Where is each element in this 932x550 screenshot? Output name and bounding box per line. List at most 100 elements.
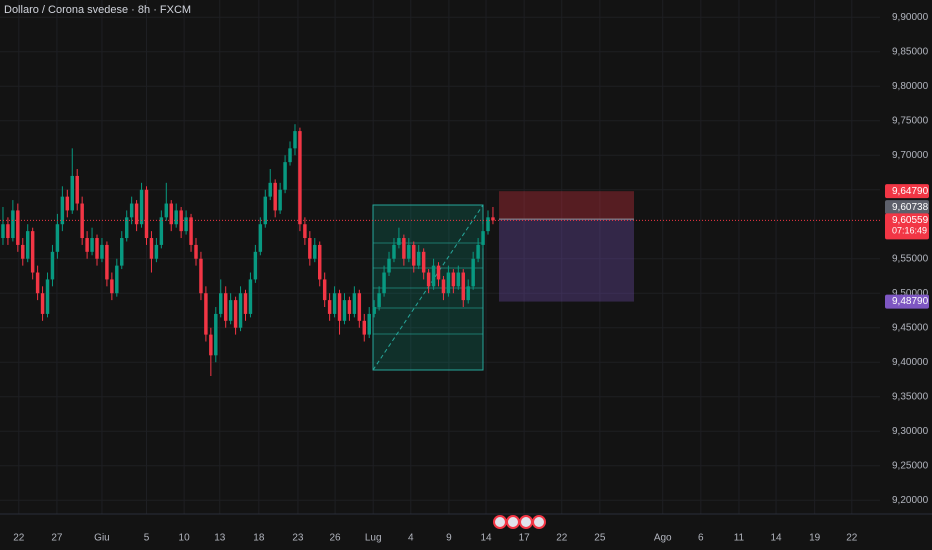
candle-body xyxy=(11,210,15,239)
x-tick-label: 14 xyxy=(480,533,492,544)
candle-body xyxy=(357,293,362,321)
candle-body xyxy=(233,300,238,328)
candle-body xyxy=(149,238,154,259)
candle-body xyxy=(293,131,297,149)
candle-body xyxy=(258,224,263,252)
axes: 9,900009,850009,800009,750009,700009,650… xyxy=(13,12,929,544)
y-tick-label: 9,20000 xyxy=(892,495,929,506)
y-tick-label: 9,75000 xyxy=(892,115,929,126)
candle-body xyxy=(209,334,213,356)
x-tick-label: 14 xyxy=(771,533,783,544)
y-tick-label: 9,25000 xyxy=(892,460,929,471)
y-tick-label: 9,85000 xyxy=(892,46,929,57)
x-tick-label: Ago xyxy=(654,533,672,544)
lower-price-label-bg xyxy=(885,294,929,309)
candle-body xyxy=(392,244,396,259)
candle-body xyxy=(337,293,342,321)
candle-body xyxy=(288,148,292,163)
candle-body xyxy=(253,251,258,280)
candle-body xyxy=(159,217,164,245)
candle-body xyxy=(332,293,337,314)
candle-body xyxy=(80,203,84,239)
candle-body xyxy=(481,231,485,245)
upper-price-label: 9,64790 xyxy=(892,186,929,197)
countdown: 07:16:49 xyxy=(892,226,927,236)
candle-body xyxy=(308,238,312,259)
candle-body xyxy=(471,258,475,287)
candle-body xyxy=(70,175,74,211)
candle-body xyxy=(416,251,421,266)
candle-body xyxy=(154,244,159,259)
candle-body xyxy=(298,131,302,225)
candle-body xyxy=(115,265,119,294)
grid xyxy=(0,0,880,514)
candle-body xyxy=(421,251,426,273)
x-tick-label: 22 xyxy=(846,533,858,544)
candle-body xyxy=(129,203,134,218)
candle-body xyxy=(387,258,391,273)
x-tick-label: 25 xyxy=(594,533,606,544)
candle-body xyxy=(1,224,5,239)
plot xyxy=(0,124,880,377)
chart-title: Dollaro / Corona svedese · 8h · FXCM xyxy=(4,4,191,16)
candle-body xyxy=(139,189,144,225)
candle-body xyxy=(65,196,70,211)
x-tick-label: 18 xyxy=(253,533,265,544)
candle-body xyxy=(134,203,139,225)
candle-body xyxy=(446,272,451,294)
candle-body xyxy=(426,272,431,287)
candle-body xyxy=(204,293,208,335)
candle-body xyxy=(367,313,371,335)
candle-body xyxy=(110,279,114,294)
range-diagonal xyxy=(372,204,484,371)
candle-body xyxy=(412,244,416,266)
candle-body xyxy=(174,210,178,225)
candle-body xyxy=(441,279,446,294)
x-tick-label: 27 xyxy=(51,533,63,544)
candle-body xyxy=(382,272,386,294)
candle-body xyxy=(95,238,99,259)
y-tick-label: 9,45000 xyxy=(892,322,929,333)
y-tick-label: 9,70000 xyxy=(892,150,929,161)
candle-body xyxy=(55,224,60,252)
candle-body xyxy=(189,217,193,245)
candle-body xyxy=(120,238,124,266)
candle-body xyxy=(35,272,40,294)
candle-body xyxy=(105,244,109,280)
candle-body xyxy=(303,224,307,239)
x-tick-label: 17 xyxy=(519,533,531,544)
candle-body xyxy=(278,189,282,211)
candle-body xyxy=(402,238,406,259)
candle-body xyxy=(273,182,277,211)
candle-body xyxy=(407,244,411,259)
entry-price-label: 9,60738 xyxy=(892,202,929,213)
candle-body xyxy=(144,189,149,239)
y-tick-label: 9,50000 xyxy=(892,288,929,299)
x-tick-label: 4 xyxy=(408,533,414,544)
candle-body xyxy=(30,231,35,273)
candle-body xyxy=(45,279,50,314)
candle-body xyxy=(317,244,322,280)
y-tick-label: 9,35000 xyxy=(892,391,929,402)
x-tick-label: 10 xyxy=(179,533,191,544)
y-tick-label: 9,30000 xyxy=(892,426,929,437)
candle-body xyxy=(486,217,490,232)
candle-body xyxy=(21,244,25,259)
candle-body xyxy=(456,272,461,287)
x-tick-label: 11 xyxy=(734,533,745,544)
candle-body xyxy=(194,244,198,259)
candle-body xyxy=(238,293,243,328)
last-price-label-bg xyxy=(885,213,929,240)
candle-body xyxy=(90,238,94,252)
x-tick-label: 13 xyxy=(214,533,226,544)
stop-zone xyxy=(499,219,634,302)
candle-body xyxy=(397,238,401,245)
candle-body xyxy=(436,265,441,280)
candle-body xyxy=(199,258,203,294)
candle-body xyxy=(25,231,30,259)
y-tick-label: 9,40000 xyxy=(892,357,929,368)
candle-body xyxy=(283,162,287,190)
y-tick-label: 9,55000 xyxy=(892,253,929,264)
